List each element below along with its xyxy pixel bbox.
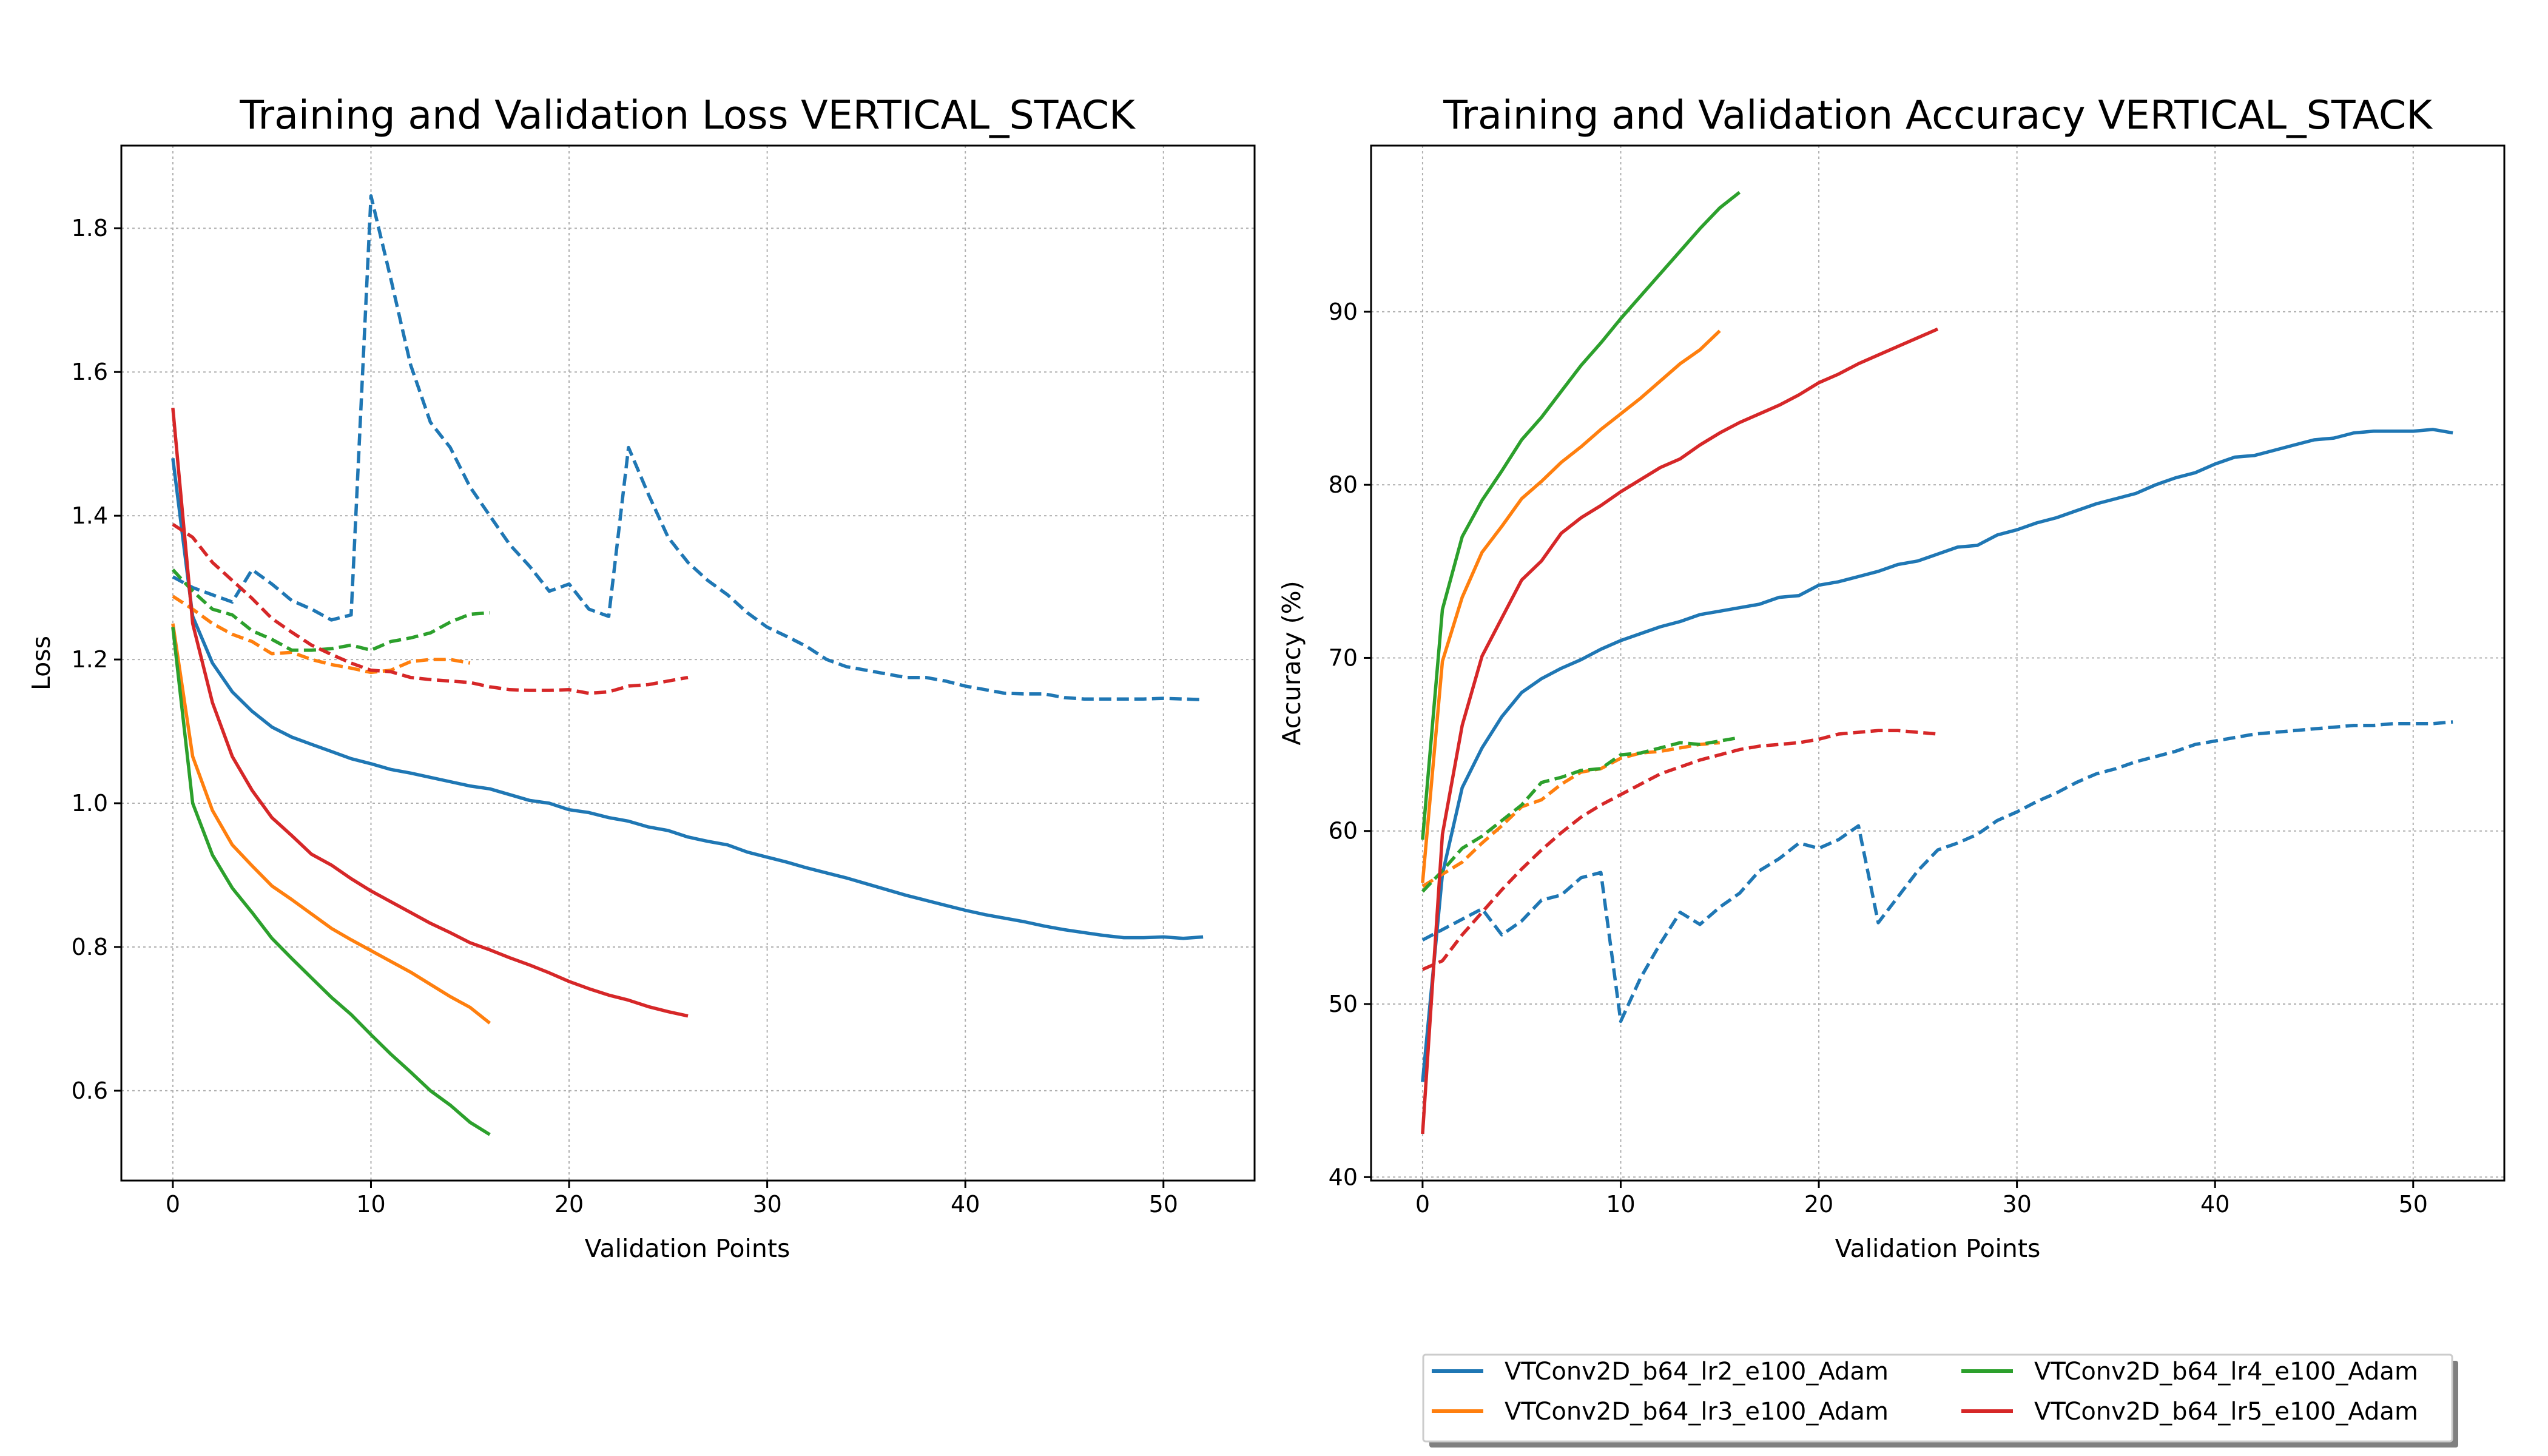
accuracy-x-tick-label: 30 xyxy=(2002,1191,2031,1218)
accuracy-y-tick-label: 70 xyxy=(1329,644,1358,671)
accuracy-series-group xyxy=(1421,190,2453,1134)
loss-y-tick-label: 1.6 xyxy=(72,359,108,385)
accuracy-plot-frame xyxy=(1370,144,2506,1182)
loss-series-line-dashed-7 xyxy=(172,522,689,695)
accuracy-series-line-solid-2 xyxy=(1421,329,1721,883)
loss-plot-frame xyxy=(120,144,1256,1182)
loss-series-line-dashed-5 xyxy=(171,568,490,652)
loss-series-line-solid-2 xyxy=(171,623,491,1025)
accuracy-y-tick-label: 40 xyxy=(1329,1164,1358,1190)
accuracy-chart: Training and Validation Accuracy VERTICA… xyxy=(1277,93,2506,1263)
accuracy-y-tick-label: 80 xyxy=(1329,471,1358,498)
accuracy-x-axis-label: Validation Points xyxy=(1835,1234,2041,1263)
accuracy-series-line-solid-0 xyxy=(1421,428,2453,1082)
loss-y-tick-label: 1.0 xyxy=(72,790,108,817)
legend-box xyxy=(1422,1353,2453,1443)
accuracy-y-tick-label: 60 xyxy=(1329,818,1358,844)
loss-y-tick-label: 1.2 xyxy=(72,646,108,673)
accuracy-x-tick-label: 0 xyxy=(1415,1191,1430,1218)
accuracy-series-line-dashed-3 xyxy=(1421,741,1721,888)
loss-series-line-solid-4 xyxy=(171,627,491,1136)
loss-x-axis-label: Validation Points xyxy=(585,1234,790,1263)
accuracy-x-tick-label: 40 xyxy=(2200,1191,2230,1218)
loss-ticks: 0 10 20 30 40 50 0.6 0.8 1.0 1.2 1.4 1.6 1.8 xyxy=(72,215,1178,1218)
loss-series-line-solid-6 xyxy=(171,408,689,1018)
accuracy-x-tick-label: 50 xyxy=(2399,1191,2428,1218)
accuracy-ticks: 0 10 20 30 40 50 40 50 60 70 80 90 xyxy=(1329,298,2428,1218)
accuracy-y-axis-label: Accuracy (%) xyxy=(1277,581,1306,745)
accuracy-series-line-dashed-5 xyxy=(1421,735,1740,893)
legend-label-1: VTConv2D_b64_lr3_e100_Adam xyxy=(1505,1398,1889,1426)
loss-series-group xyxy=(171,194,1204,1136)
legend-label-3: VTConv2D_b64_lr5_e100_Adam xyxy=(2034,1398,2418,1426)
loss-x-tick-label: 20 xyxy=(554,1191,584,1218)
loss-series-line-dashed-3 xyxy=(172,595,471,675)
loss-series-line-dashed-1 xyxy=(172,194,1204,702)
accuracy-y-tick-label: 90 xyxy=(1329,298,1358,325)
loss-series-line-solid-0 xyxy=(171,458,1204,940)
accuracy-x-tick-label: 10 xyxy=(1606,1191,1635,1218)
loss-x-tick-label: 10 xyxy=(356,1191,385,1218)
accuracy-series-line-dashed-1 xyxy=(1421,720,2453,1023)
loss-y-tick-label: 0.8 xyxy=(72,934,108,960)
accuracy-series-line-solid-6 xyxy=(1421,327,1939,1134)
accuracy-chart-title: Training and Validation Accuracy VERTICA… xyxy=(1443,93,2433,138)
loss-x-tick-label: 30 xyxy=(752,1191,781,1218)
legend-label-0: VTConv2D_b64_lr2_e100_Adam xyxy=(1505,1358,1889,1386)
loss-y-tick-label: 1.4 xyxy=(72,502,108,529)
loss-x-tick-label: 0 xyxy=(166,1191,180,1218)
accuracy-y-tick-label: 50 xyxy=(1329,991,1358,1017)
loss-chart: Training and Validation Loss VERTICAL_ST… xyxy=(27,93,1256,1263)
accuracy-series-line-dashed-7 xyxy=(1421,729,1938,971)
loss-y-axis-label: Loss xyxy=(27,636,56,690)
legend: VTConv2D_b64_lr2_e100_Adam VTConv2D_b64_l… xyxy=(1422,1353,2458,1448)
loss-x-tick-label: 50 xyxy=(1149,1191,1178,1218)
loss-x-tick-label: 40 xyxy=(951,1191,980,1218)
loss-chart-title: Training and Validation Loss VERTICAL_ST… xyxy=(239,93,1136,138)
legend-label-2: VTConv2D_b64_lr4_e100_Adam xyxy=(2034,1358,2418,1386)
loss-y-tick-label: 1.8 xyxy=(72,215,108,241)
loss-y-tick-label: 0.6 xyxy=(72,1077,108,1104)
accuracy-x-tick-label: 20 xyxy=(1804,1191,1833,1218)
accuracy-series-line-solid-4 xyxy=(1421,190,1741,840)
